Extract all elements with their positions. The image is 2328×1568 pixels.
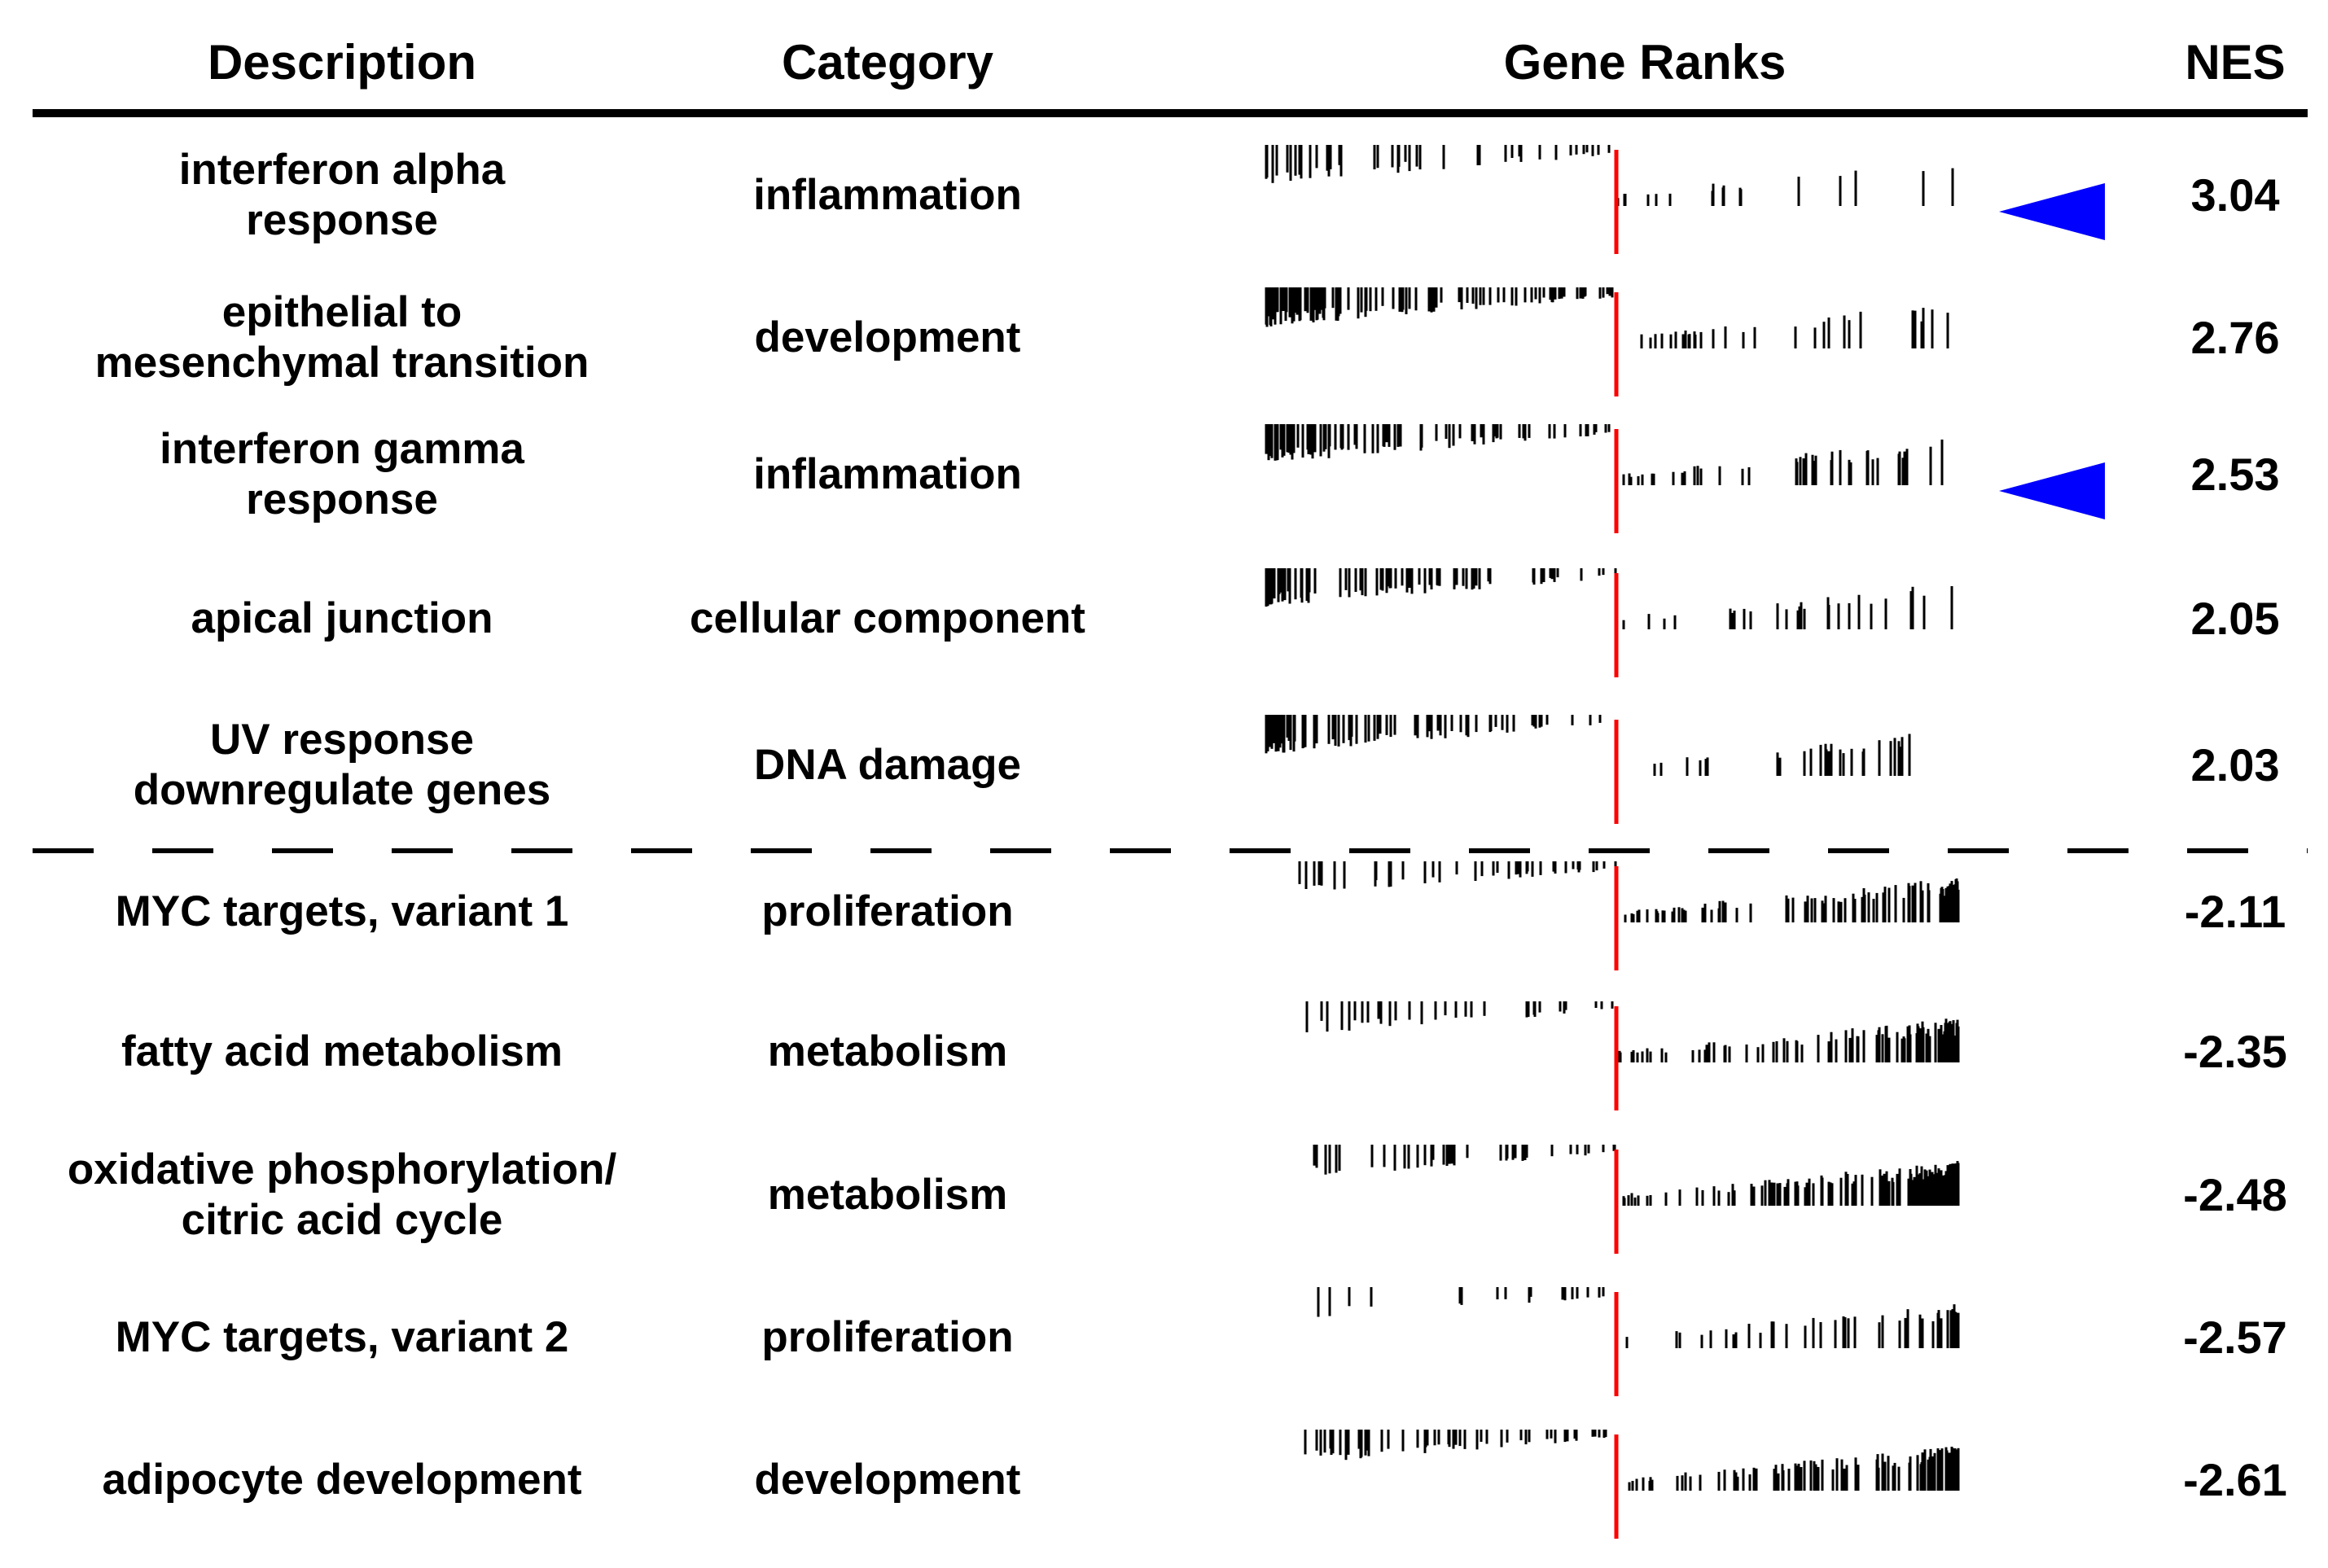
gene-rank-barcode xyxy=(1305,1001,1960,1062)
row-nes: -2.61 xyxy=(2183,1454,2287,1505)
row-description-line: citric acid cycle xyxy=(181,1196,503,1244)
row-description-line: MYC targets, variant 1 xyxy=(115,887,569,935)
header-rule xyxy=(33,109,2308,117)
row-description: epithelial to mesenchymal transition xyxy=(33,287,651,388)
gene-rank-barcode xyxy=(1317,1287,1960,1348)
row-nes: 3.04 xyxy=(2190,169,2280,221)
row-category: cellular component xyxy=(690,594,1085,642)
row-category: metabolism xyxy=(767,1171,1008,1219)
header-gene-ranks: Gene Ranks xyxy=(1503,35,1787,90)
row-description-line: MYC targets, variant 2 xyxy=(115,1313,569,1361)
blue-triangle-flag xyxy=(1999,462,2105,519)
row-category: metabolism xyxy=(767,1027,1008,1075)
gene-rank-barcode xyxy=(1265,715,1911,776)
row-category: DNA damage xyxy=(754,741,1021,789)
blue-triangle-flag xyxy=(1999,183,2105,240)
header-description: Description xyxy=(207,35,477,90)
header-category: Category xyxy=(781,35,994,90)
row-nes: -2.35 xyxy=(2183,1026,2287,1077)
row-category: development xyxy=(754,1456,1021,1504)
row-description-line: oxidative phosphorylation/ xyxy=(67,1145,617,1194)
row-description-line: interferon gamma xyxy=(160,425,524,473)
row-description-line: response xyxy=(246,196,438,244)
row-description: interferon gamma response xyxy=(33,424,651,525)
row-description: adipocyte development xyxy=(33,1455,651,1505)
row-description-line: response xyxy=(246,475,438,523)
row-nes: -2.48 xyxy=(2183,1169,2287,1220)
row-description-line: adipocyte development xyxy=(102,1456,582,1504)
row-category: proliferation xyxy=(761,1313,1014,1361)
gene-rank-barcode xyxy=(1304,1430,1960,1491)
row-nes: -2.57 xyxy=(2183,1312,2287,1363)
row-description: interferon alpha response xyxy=(33,145,651,246)
row-category: proliferation xyxy=(761,887,1014,935)
gene-rank-barcode xyxy=(1265,287,1949,348)
row-category: inflammation xyxy=(753,171,1022,219)
row-description-line: interferon alpha xyxy=(178,146,506,194)
row-nes: 2.03 xyxy=(2190,739,2280,791)
row-description: apical junction xyxy=(33,593,651,644)
row-description-line: UV response xyxy=(209,716,474,764)
row-nes: 2.05 xyxy=(2190,593,2280,644)
row-description-line: mesenchymal transition xyxy=(94,339,590,387)
gene-rank-barcode xyxy=(1298,861,1960,922)
row-description: UV response downregulate genes xyxy=(33,715,651,816)
row-description: MYC targets, variant 1 xyxy=(33,887,651,937)
row-category: development xyxy=(754,313,1021,361)
row-description-line: downregulate genes xyxy=(133,766,551,814)
row-description: fatty acid metabolism xyxy=(33,1027,651,1077)
row-nes: 2.53 xyxy=(2190,449,2280,500)
row-description: oxidative phosphorylation/citric acid cy… xyxy=(33,1145,651,1246)
row-description-line: fatty acid metabolism xyxy=(121,1027,563,1075)
gene-rank-barcode xyxy=(1265,568,1953,629)
row-nes: -2.11 xyxy=(2184,886,2286,937)
row-description-line: epithelial to xyxy=(221,288,463,336)
row-description: MYC targets, variant 2 xyxy=(33,1312,651,1363)
gene-rank-barcode xyxy=(1265,424,1944,485)
row-description-line: apical junction xyxy=(191,594,493,642)
row-nes: 2.76 xyxy=(2190,312,2280,363)
header-nes: NES xyxy=(2185,35,2286,90)
gene-rank-barcode xyxy=(1265,145,1954,206)
gene-rank-barcode xyxy=(1313,1145,1960,1206)
row-category: inflammation xyxy=(753,450,1022,498)
